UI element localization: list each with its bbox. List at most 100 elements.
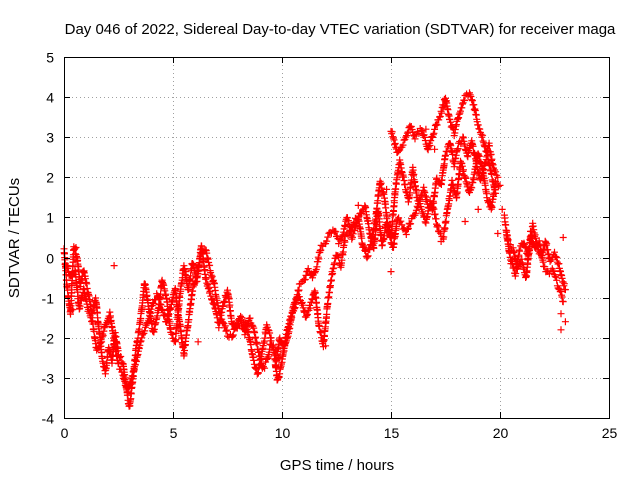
data-point	[407, 123, 415, 130]
data-point	[508, 260, 516, 268]
data-point	[155, 294, 163, 302]
data-point	[443, 148, 451, 156]
data-point	[349, 233, 356, 241]
data-point	[404, 225, 412, 233]
data-point	[492, 168, 500, 176]
data-point	[332, 228, 340, 236]
data-point	[457, 107, 464, 115]
data-point	[87, 314, 95, 322]
y-tick-label: 1	[46, 210, 54, 226]
data-point	[158, 305, 166, 313]
y-tick-label: 4	[46, 90, 54, 106]
data-point	[392, 185, 400, 193]
data-point	[344, 231, 352, 239]
data-point	[208, 295, 215, 303]
data-point	[295, 293, 303, 301]
data-point	[221, 322, 229, 330]
data-point	[253, 370, 261, 378]
data-point	[552, 253, 560, 261]
data-point	[246, 314, 254, 322]
data-point	[474, 205, 482, 213]
data-point	[494, 173, 502, 181]
data-point	[304, 265, 312, 273]
data-point	[348, 235, 356, 243]
data-point	[267, 334, 275, 342]
data-point	[397, 217, 405, 225]
data-point	[250, 356, 258, 364]
data-point	[468, 96, 476, 104]
y-tick-label: 0	[46, 251, 54, 267]
data-point	[395, 147, 403, 155]
data-point	[359, 242, 367, 250]
data-point	[458, 104, 466, 112]
data-point	[315, 255, 323, 263]
data-point	[558, 293, 566, 301]
data-point	[238, 314, 246, 322]
data-point	[494, 230, 502, 237]
data-point	[498, 205, 506, 213]
data-point	[402, 133, 410, 141]
data-point	[95, 343, 103, 351]
data-point	[412, 209, 420, 217]
data-point	[461, 218, 469, 225]
data-point	[241, 326, 249, 334]
data-point	[303, 312, 311, 319]
data-point	[230, 325, 238, 333]
data-point	[553, 276, 561, 284]
data-point	[433, 121, 441, 129]
data-point	[364, 252, 372, 260]
data-point	[99, 332, 107, 340]
data-point	[431, 145, 439, 153]
data-point	[139, 331, 146, 339]
data-point	[301, 276, 309, 283]
data-point	[467, 93, 475, 100]
series-sdtvar	[60, 89, 569, 410]
data-point	[487, 150, 495, 158]
data-point	[334, 252, 342, 260]
data-point	[341, 238, 349, 246]
data-point	[522, 274, 530, 281]
x-tick-label: 0	[61, 425, 69, 441]
data-point	[559, 234, 567, 241]
data-point	[172, 336, 180, 344]
data-point	[492, 189, 500, 197]
y-tick-label: -1	[42, 291, 55, 307]
data-point	[414, 204, 422, 212]
data-point	[266, 329, 274, 337]
data-point	[181, 265, 189, 273]
data-point	[558, 274, 566, 282]
data-point	[476, 125, 484, 133]
data-point	[561, 318, 569, 326]
data-point	[74, 292, 82, 300]
data-point	[425, 143, 433, 151]
data-point	[261, 364, 269, 372]
data-point	[430, 129, 438, 137]
y-tick-label: 5	[46, 50, 54, 66]
ticks: 0 5 10 15 20 25 -4 -3 -2 -1 0 1 2 3 4 5	[42, 50, 618, 442]
data-point	[303, 311, 311, 318]
data-point	[466, 91, 474, 99]
data-point	[136, 338, 144, 346]
data-point	[354, 201, 362, 209]
data-point	[432, 120, 440, 128]
x-tick-label: 5	[170, 425, 178, 441]
data-point	[496, 181, 504, 189]
data-point	[322, 342, 330, 350]
data-point	[407, 220, 415, 228]
data-point	[94, 345, 102, 352]
data-point	[550, 267, 558, 275]
data-point	[447, 118, 455, 126]
data-point	[141, 327, 149, 335]
data-point	[252, 364, 260, 372]
data-point	[543, 240, 551, 248]
data-point	[229, 331, 237, 339]
data-point	[118, 368, 126, 376]
data-point	[486, 161, 494, 169]
data-point	[237, 312, 245, 320]
data-point	[404, 225, 412, 232]
data-point	[115, 360, 122, 368]
data-point	[383, 213, 391, 221]
data-point	[222, 327, 230, 335]
data-point	[441, 225, 449, 233]
